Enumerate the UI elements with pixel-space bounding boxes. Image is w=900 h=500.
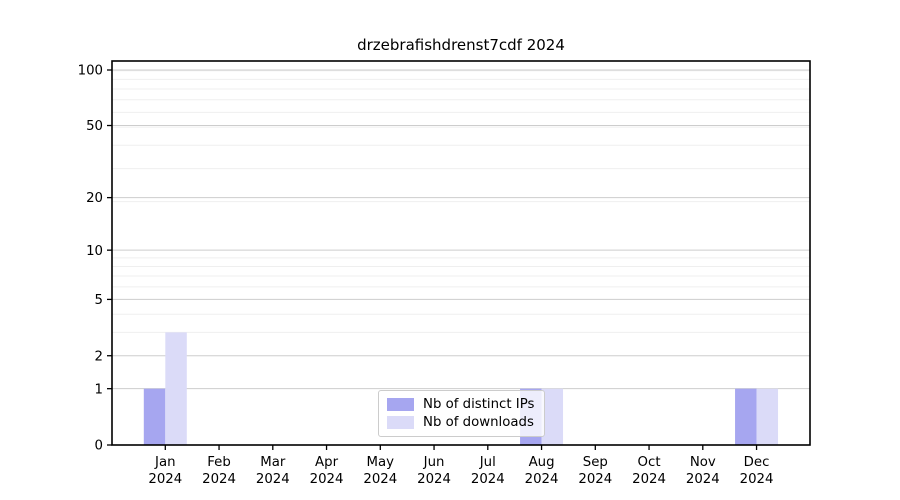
legend-label-downloads: Nb of downloads (423, 414, 534, 430)
x-tick-label-month: Nov (690, 455, 716, 470)
x-tick-label-month: Mar (260, 455, 286, 470)
x-tick-label-month: Jul (479, 455, 496, 470)
x-tick-label-month: Jun (423, 455, 445, 470)
y-tick-label: 20 (86, 191, 103, 206)
legend-row-distinct-ips: Nb of distinct IPs (387, 397, 544, 413)
y-tick-label: 5 (95, 293, 103, 308)
x-tick-label-year: 2024 (525, 472, 559, 487)
legend-row-downloads: Nb of downloads (387, 414, 544, 430)
x-tick-label-year: 2024 (202, 472, 236, 487)
y-tick-label: 2 (95, 349, 103, 364)
x-tick-label-year: 2024 (740, 472, 774, 487)
x-tick-label-year: 2024 (578, 472, 612, 487)
y-tick-label: 50 (86, 119, 103, 134)
x-tick-label-month: Oct (638, 455, 661, 470)
x-tick-label-year: 2024 (632, 472, 666, 487)
y-tick-label: 100 (78, 64, 103, 79)
bar-nb-of-distinct-ips-jan (143, 388, 166, 445)
x-tick-label-month: Jan (154, 455, 176, 470)
bar-nb-of-downloads-jan (165, 332, 187, 445)
x-tick-label-year: 2024 (417, 472, 451, 487)
y-tick-label: 0 (95, 439, 103, 454)
x-tick-label-month: May (367, 455, 395, 470)
axes-spines (111, 60, 811, 446)
chart-title: drzebrafishdrenst7cdf 2024 (357, 36, 565, 54)
x-tick-label-year: 2024 (686, 472, 720, 487)
legend-swatch-downloads (387, 415, 414, 429)
x-tick-label-year: 2024 (471, 472, 505, 487)
legend: Nb of distinct IPs Nb of downloads (378, 390, 545, 437)
x-tick-label-month: Dec (744, 455, 770, 470)
x-tick-label-year: 2024 (363, 472, 397, 487)
x-tick-label-year: 2024 (310, 472, 344, 487)
x-tick-label-month: Apr (315, 455, 339, 470)
x-tick-label-month: Sep (583, 455, 608, 470)
x-tick-label-month: Aug (529, 455, 555, 470)
y-tick-label: 10 (86, 244, 103, 259)
bar-nb-of-downloads-dec (756, 388, 779, 445)
y-tick-label: 1 (95, 382, 103, 397)
x-tick-label-year: 2024 (256, 472, 290, 487)
legend-label-distinct-ips: Nb of distinct IPs (423, 397, 535, 413)
bar-nb-of-distinct-ips-dec (735, 388, 757, 445)
legend-swatch-distinct-ips (387, 398, 414, 412)
x-tick-label-year: 2024 (148, 472, 182, 487)
x-tick-label-month: Feb (207, 455, 231, 470)
bar-nb-of-downloads-aug (541, 388, 564, 445)
